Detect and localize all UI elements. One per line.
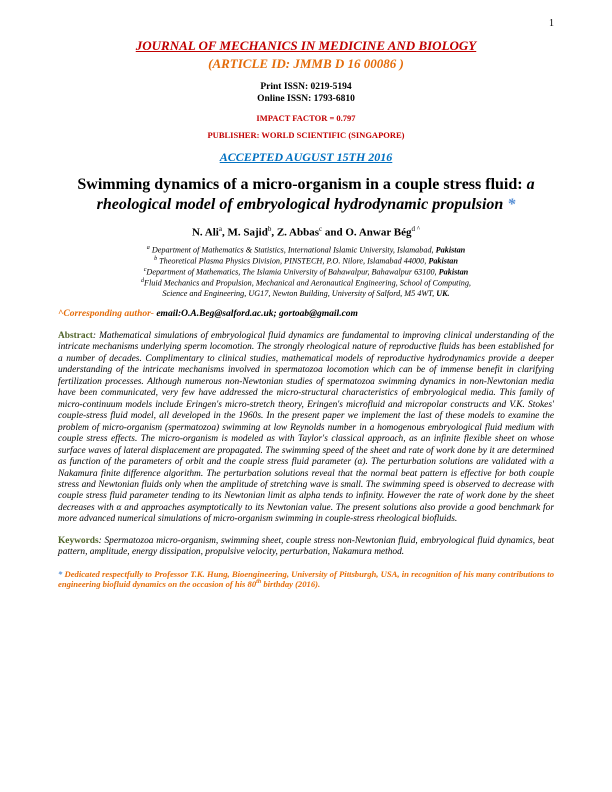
impact-factor: IMPACT FACTOR = 0.797 bbox=[58, 113, 554, 124]
affil-text-a: Department of Mathematics & Statistics, … bbox=[150, 246, 436, 255]
journal-title: JOURNAL OF MECHANICS IN MEDICINE AND BIO… bbox=[58, 38, 554, 54]
article-id: (ARTICLE ID: JMMB D 16 00086 ) bbox=[58, 56, 554, 72]
dedication-block: * Dedicated respectfully to Professor T.… bbox=[58, 569, 554, 590]
affiliations-block: a Department of Mathematics & Statistics… bbox=[58, 245, 554, 299]
affiliation-a: a Department of Mathematics & Statistics… bbox=[58, 245, 554, 256]
keywords-text: : Spermatozoa micro-organism, swimming s… bbox=[58, 536, 554, 557]
paper-title: Swimming dynamics of a micro-organism in… bbox=[58, 175, 554, 215]
affiliation-d2: Science and Engineering, UG17, Newton Bu… bbox=[58, 289, 554, 299]
affil-bold-d: UK. bbox=[436, 289, 449, 298]
keywords-label: Keywords bbox=[58, 536, 99, 546]
page-number: 1 bbox=[549, 18, 554, 31]
keywords-block: Keywords: Spermatozoa micro-organism, sw… bbox=[58, 536, 554, 559]
affiliation-b: b Theoretical Plasma Physics Division, P… bbox=[58, 256, 554, 267]
accepted-date: ACCEPTED AUGUST 15TH 2016 bbox=[58, 150, 554, 165]
publisher-line: PUBLISHER: WORLD SCIENTIFIC (SINGAPORE) bbox=[58, 130, 554, 141]
abstract-text: : Mathematical simulations of embryologi… bbox=[58, 331, 554, 525]
affiliation-d: dFluid Mechanics and Propulsion, Mechani… bbox=[58, 278, 554, 289]
abstract-label: Abstract bbox=[58, 331, 93, 341]
affil-text-c: Department of Mathematics, The Islamia U… bbox=[146, 268, 438, 277]
corresponding-label: Corresponding author- bbox=[63, 309, 156, 319]
corresponding-email: email:O.A.Beg@salford.ac.uk; gortoab@gma… bbox=[156, 309, 358, 319]
affil-text-d1: Fluid Mechanics and Propulsion, Mechanic… bbox=[144, 279, 471, 288]
affil-bold-a: Pakistan bbox=[436, 246, 466, 255]
authors-line: N. Alia, M. Sajidb, Z. Abbasc and O. Anw… bbox=[58, 225, 554, 240]
affiliation-c: cDepartment of Mathematics, The Islamia … bbox=[58, 267, 554, 278]
print-issn: Print ISSN: 0219-5194 bbox=[58, 81, 554, 93]
affil-bold-b: Pakistan bbox=[428, 257, 458, 266]
title-plain: Swimming dynamics of a micro-organism in… bbox=[77, 176, 526, 193]
affil-text-d2: Science and Engineering, UG17, Newton Bu… bbox=[162, 289, 436, 298]
issn-block: Print ISSN: 0219-5194 Online ISSN: 1793-… bbox=[58, 81, 554, 106]
online-issn: Online ISSN: 1793-6810 bbox=[58, 93, 554, 105]
abstract-block: Abstract: Mathematical simulations of em… bbox=[58, 331, 554, 526]
affil-text-b: Theoretical Plasma Physics Division, PIN… bbox=[157, 257, 428, 266]
title-star: * bbox=[507, 196, 515, 213]
affil-bold-c: Pakistan bbox=[439, 268, 469, 277]
dedication-post: birthday (2016). bbox=[261, 579, 320, 589]
corresponding-author: ^Corresponding author- email:O.A.Beg@sal… bbox=[58, 309, 554, 321]
